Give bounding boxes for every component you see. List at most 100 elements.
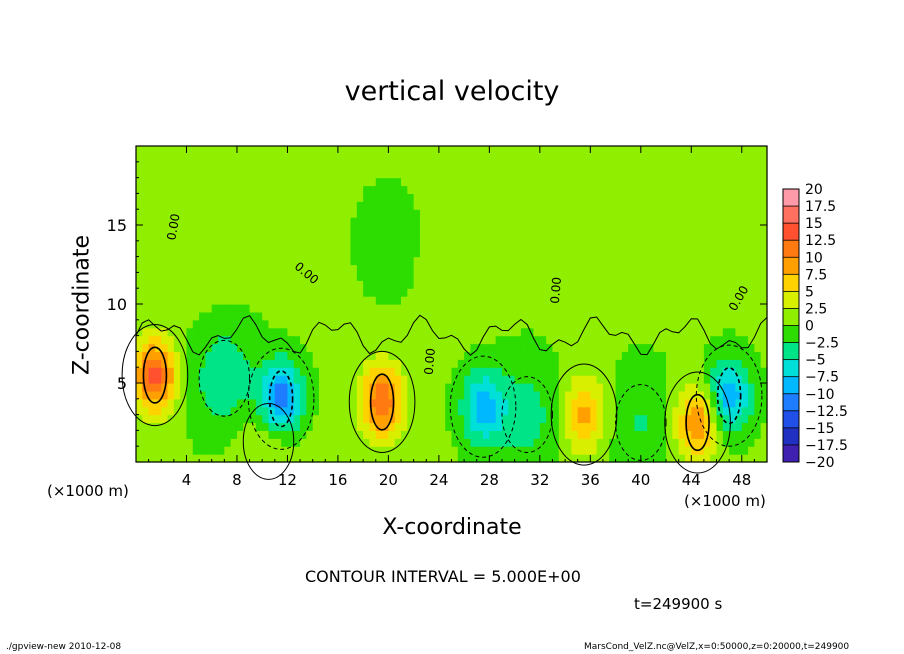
field-cell	[470, 430, 478, 439]
field-cell	[678, 225, 686, 234]
field-cell	[672, 280, 680, 289]
field-cell	[754, 177, 762, 187]
field-cell	[565, 414, 572, 424]
field-cell	[205, 232, 213, 242]
field-cell	[350, 406, 358, 416]
field-cell	[703, 343, 711, 352]
field-cell	[476, 146, 484, 155]
field-cell	[382, 359, 389, 368]
field-cell	[438, 446, 446, 455]
field-cell	[394, 193, 402, 202]
field-cell	[571, 430, 579, 439]
field-cell	[501, 169, 509, 179]
field-cell	[533, 343, 541, 352]
field-cell	[318, 256, 326, 266]
field-cell	[722, 146, 730, 155]
field-cell	[539, 343, 547, 352]
field-cell	[476, 288, 484, 297]
field-cell	[508, 304, 516, 313]
field-cell	[148, 264, 156, 273]
field-cell	[520, 343, 528, 352]
field-cell	[647, 153, 655, 163]
field-cell	[703, 185, 711, 194]
field-cell	[154, 383, 162, 392]
field-cell	[735, 217, 743, 226]
field-cell	[236, 406, 244, 416]
field-cell	[375, 153, 383, 163]
field-cell	[464, 351, 472, 360]
field-cell	[306, 217, 314, 226]
field-cell	[318, 398, 326, 408]
field-cell	[483, 209, 490, 218]
field-cell	[634, 351, 642, 360]
field-cell	[501, 146, 509, 155]
field-cell	[394, 248, 402, 258]
field-cell	[274, 351, 282, 360]
field-cell	[224, 201, 232, 210]
field-cell	[262, 288, 270, 297]
field-cell	[514, 146, 522, 155]
field-cell	[413, 240, 421, 250]
field-cell	[369, 177, 377, 187]
field-cell	[760, 225, 768, 234]
field-cell	[300, 351, 307, 360]
field-cell	[281, 375, 289, 384]
field-cell	[590, 311, 598, 321]
field-cell	[672, 375, 680, 384]
field-cell	[142, 248, 150, 258]
field-cell	[489, 209, 497, 218]
field-cell	[356, 438, 364, 447]
field-cell	[142, 288, 150, 297]
field-cell	[205, 398, 213, 408]
field-cell	[590, 430, 598, 439]
field-cell	[659, 296, 667, 305]
field-cell	[375, 414, 383, 424]
field-cell	[539, 272, 547, 281]
field-cell	[224, 375, 232, 384]
field-cell	[356, 248, 364, 258]
field-cell	[445, 430, 453, 439]
field-cell	[192, 319, 200, 329]
field-cell	[596, 335, 604, 345]
colorbar-label: −12.5	[805, 404, 848, 420]
field-cell	[325, 335, 333, 345]
field-cell	[653, 209, 661, 218]
field-cell	[344, 430, 352, 439]
field-cell	[173, 280, 181, 289]
field-cell	[558, 264, 566, 273]
field-cell	[565, 430, 572, 439]
field-cell	[344, 217, 352, 226]
field-cell	[754, 296, 762, 305]
field-cell	[205, 272, 213, 281]
field-cell	[382, 232, 389, 242]
field-cell	[640, 272, 648, 281]
field-cell	[533, 232, 541, 242]
field-cell	[514, 264, 522, 273]
field-cell	[703, 161, 711, 171]
field-cell	[268, 232, 276, 242]
field-cell	[495, 390, 503, 400]
field-cell	[243, 153, 251, 163]
field-cell	[558, 383, 566, 392]
field-cell	[230, 359, 238, 368]
field-cell	[262, 161, 270, 171]
field-cell	[211, 201, 219, 210]
field-cell	[659, 406, 667, 416]
field-cell	[495, 153, 503, 163]
field-cell	[281, 304, 289, 313]
field-cell	[268, 454, 276, 463]
field-cell	[167, 375, 175, 384]
field-cell	[337, 383, 345, 392]
field-cell	[533, 185, 541, 194]
field-cell	[230, 335, 238, 345]
field-cell	[249, 422, 257, 431]
field-cell	[678, 406, 686, 416]
field-cell	[634, 248, 642, 258]
field-cell	[312, 414, 320, 424]
field-cell	[634, 193, 642, 202]
field-cell	[199, 296, 207, 305]
field-cell	[451, 288, 459, 297]
field-cell	[729, 217, 737, 226]
field-cell	[154, 359, 162, 368]
field-cell	[154, 390, 162, 400]
